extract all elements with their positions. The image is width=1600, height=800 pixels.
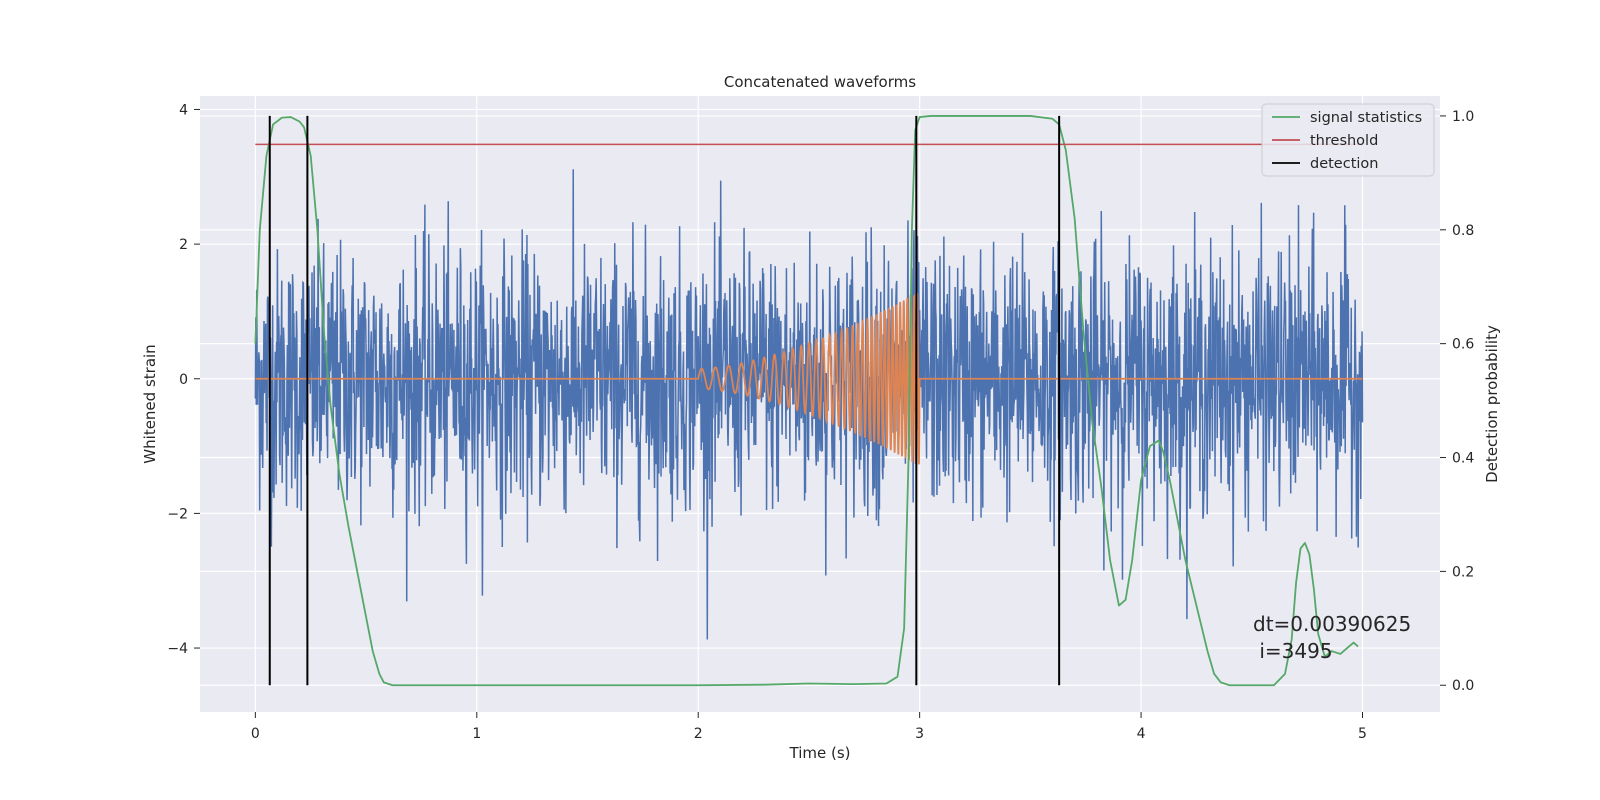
x-tick-label: 4 (1137, 726, 1146, 742)
y-tick-label: 0 (179, 372, 188, 388)
y-axis-ticks-left: 4 2 0 −2 −4 (167, 102, 200, 657)
y-right-tick-label: 0.2 (1452, 564, 1474, 580)
legend-threshold-label: threshold (1310, 133, 1378, 149)
y-tick-label: 4 (179, 102, 188, 118)
x-tick-label: 1 (472, 726, 481, 742)
chart-title: Concatenated waveforms (724, 73, 916, 91)
y-axis-label-left: Whitened strain (141, 344, 159, 463)
annotation-dt: dt=0.00390625 (1253, 612, 1411, 636)
legend: signal statistics threshold detection (1261, 103, 1435, 177)
x-tick-label: 0 (251, 726, 260, 742)
x-tick-label: 3 (915, 726, 924, 742)
whitened-strain-series (254, 169, 1364, 640)
plot-lines (254, 115, 1364, 687)
y-axis-ticks-right: 1.0 0.8 0.6 0.4 0.2 0.0 (1440, 109, 1474, 694)
x-tick-label: 2 (694, 726, 703, 742)
y-right-tick-label: 0.8 (1452, 223, 1474, 239)
y-right-tick-label: 0.4 (1452, 451, 1474, 467)
detection-lines (268, 115, 1061, 686)
x-axis-label: Time (s) (789, 744, 851, 762)
y-tick-label: 2 (179, 237, 188, 253)
x-tick-label: 5 (1358, 726, 1367, 742)
legend-detection-label: detection (1310, 156, 1378, 172)
y-tick-label: −2 (167, 506, 188, 522)
annotation-index: i=3495 (1253, 639, 1333, 663)
y-right-tick-label: 0.0 (1452, 678, 1474, 694)
legend-signal-statistics-label: signal statistics (1310, 110, 1422, 126)
y-axis-label-right: Detection probability (1483, 325, 1501, 483)
y-tick-label: −4 (167, 641, 188, 657)
y-right-tick-label: 1.0 (1452, 109, 1474, 125)
y-right-tick-label: 0.6 (1452, 337, 1474, 353)
x-axis-ticks: 0 1 2 3 4 5 (251, 712, 1367, 742)
injected-waveform-series (255, 292, 1363, 465)
legend-box (1261, 103, 1435, 177)
